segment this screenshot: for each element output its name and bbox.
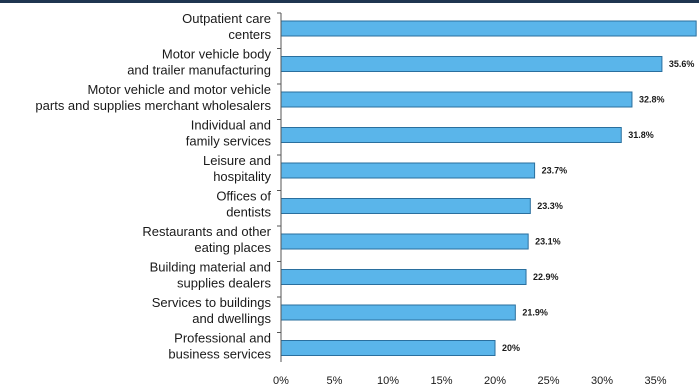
category-label-line: Leisure and [203, 153, 271, 168]
category-label: Professional and business services [168, 331, 271, 362]
category-label: Motor vehicle and motor vehicle parts and… [35, 82, 271, 113]
value-label: 23.3% [537, 201, 563, 211]
category-label-line: Motor vehicle and motor vehicle [87, 82, 271, 97]
bars-layer [280, 20, 697, 356]
category-label-line: Services to buildings [152, 295, 272, 310]
bar [280, 198, 531, 214]
category-label-line: eating places [194, 240, 271, 255]
category-label-line: dentists [226, 205, 271, 220]
bar [280, 91, 633, 108]
category-label: Individual and family services [186, 118, 272, 149]
category-label: Leisure and hospitality [203, 153, 271, 184]
x-tick-label: 10% [377, 375, 399, 387]
category-label-line: Building material and [150, 260, 271, 275]
category-label-line: Professional and [174, 331, 271, 346]
bar [280, 233, 529, 250]
x-tick-label: 5% [327, 375, 343, 387]
value-label: 32.8% [639, 95, 665, 105]
category-label-line: Motor vehicle body [162, 47, 272, 62]
category-label: Motor vehicle body and trailer manufactur… [127, 47, 271, 78]
category-label-line: Offices of [216, 189, 271, 204]
x-tick-label: 20% [484, 375, 506, 387]
value-label: 21.9% [522, 308, 548, 318]
value-label: 35.6% [669, 59, 695, 69]
category-label: Building material and supplies dealers [150, 260, 272, 291]
category-label: Offices of dentists [216, 189, 271, 220]
category-label-line: Restaurants and other [142, 224, 271, 239]
value-label: 31.8% [628, 130, 654, 140]
bar [280, 20, 697, 37]
category-label-line: business services [168, 347, 271, 362]
category-label-line: and trailer manufacturing [127, 63, 271, 78]
category-label: Services to buildings and dwellings [152, 295, 272, 326]
x-tick-label: 15% [430, 375, 452, 387]
value-label: 23.7% [542, 166, 568, 176]
category-label-line: parts and supplies merchant wholesalers [35, 98, 271, 113]
value-label: 20% [502, 343, 520, 353]
category-label-line: and dwellings [192, 311, 271, 326]
category-label-line: hospitality [213, 169, 271, 184]
category-label-line: Individual and [191, 118, 271, 133]
x-tick-label: 0% [273, 375, 289, 387]
value-label: 23.1% [535, 237, 561, 247]
bar [280, 56, 663, 72]
value-label: 22.9% [533, 272, 559, 282]
bar [280, 127, 622, 143]
category-label-line: centers [228, 27, 271, 42]
category-label: Restaurants and other eating places [142, 224, 271, 255]
x-tick-label: 25% [537, 375, 559, 387]
bar [280, 269, 527, 285]
category-label: Outpatient care centers [182, 11, 271, 42]
category-label-line: supplies dealers [177, 276, 271, 291]
x-tick-label: 35% [644, 375, 666, 387]
x-tick-label: 30% [591, 375, 613, 387]
category-label-line: Outpatient care [182, 11, 271, 26]
axis-layer: 0% 5% 10% 15% 20% 25% 30% 35% [273, 12, 667, 387]
category-labels-layer: Outpatient care centers Motor vehicle body… [35, 11, 271, 362]
bar [280, 304, 516, 321]
top-border [0, 0, 699, 3]
value-labels-layer: 335.6%32.8%31.8%23.7%23.3%23.1%22.9%21.9… [502, 59, 695, 353]
category-label-line: family services [186, 134, 272, 149]
bar [280, 162, 536, 179]
bar [280, 340, 496, 356]
